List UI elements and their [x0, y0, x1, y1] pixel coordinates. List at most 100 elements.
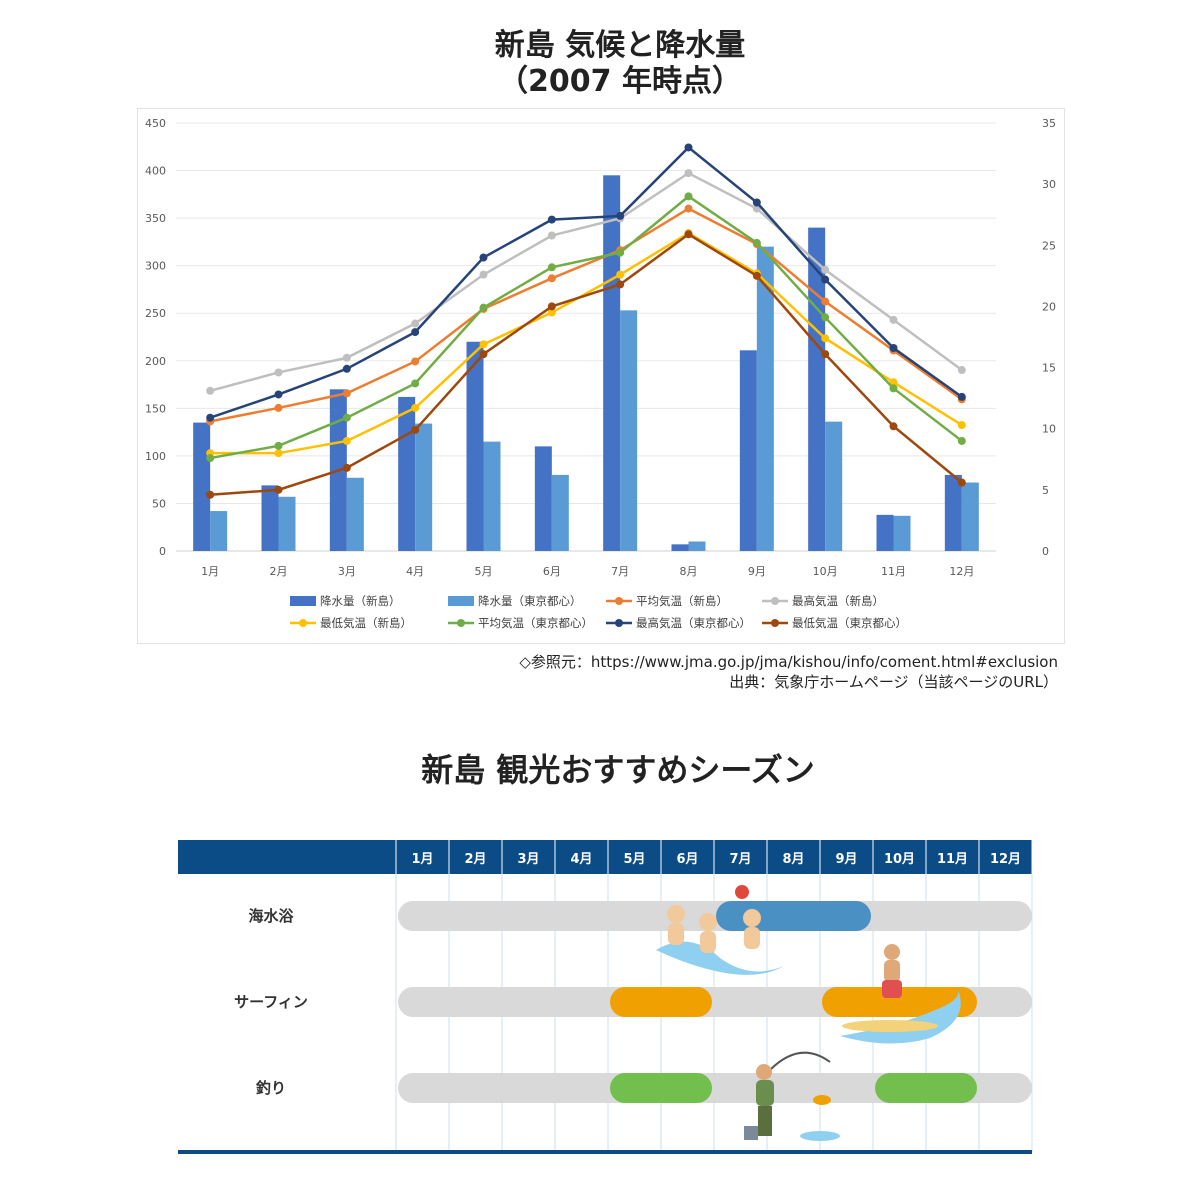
x-tick-label: 7月 [611, 565, 629, 578]
legend-label: 最高気温（東京都心） [636, 616, 751, 630]
fish [813, 1095, 831, 1105]
line-point-4 [479, 253, 488, 262]
line-point-5 [957, 478, 966, 487]
line-point-4 [616, 211, 625, 220]
line-point-2 [547, 308, 556, 317]
line-point-2 [616, 270, 625, 279]
source-url-line: ◇参照元：https://www.jma.go.jp/jma/kishou/in… [519, 653, 1058, 671]
y-right-tick-label: 25 [1042, 239, 1056, 252]
line-point-4 [547, 215, 556, 224]
line-point-1 [684, 169, 693, 178]
season-period-bar [716, 901, 871, 931]
season-period-bar [875, 1073, 977, 1103]
legend-swatch [290, 596, 316, 606]
legend-label: 最低気温（新島） [320, 616, 412, 630]
bar-niijima-precip [193, 422, 211, 551]
line-point-5 [274, 485, 283, 494]
line-point-5 [889, 422, 898, 431]
chart-title-line2: （2007 年時点） [498, 64, 742, 99]
line-point-3 [342, 413, 351, 422]
swimmer-body [700, 931, 716, 953]
source-note: ◇参照元：https://www.jma.go.jp/jma/kishou/in… [519, 652, 1058, 692]
line-point-3 [411, 379, 420, 388]
bar-niijima-precip [466, 341, 484, 551]
climate-chart-svg: 0 50 100 150 200 250 300 350 400 450 0 5 10 15 20 25 30 3… [145, 117, 1056, 630]
legend-swatch-marker [615, 597, 623, 605]
line-point-2 [821, 334, 830, 343]
y-left-tick-label: 300 [145, 260, 166, 273]
legend-label: 降水量（東京都心） [478, 594, 582, 608]
season-header [178, 840, 1032, 874]
line-point-3 [821, 313, 830, 322]
line-point-4 [752, 198, 761, 207]
line-point-0 [547, 274, 556, 283]
swimmer-body [668, 923, 684, 945]
y-right-tick-label: 30 [1042, 178, 1056, 191]
line-point-4 [889, 344, 898, 353]
line-point-0 [342, 389, 351, 398]
y-left-tick-label: 350 [145, 212, 166, 225]
climate-chart: 0 50 100 150 200 250 300 350 400 450 0 5 10 15 20 25 30 3… [137, 108, 1065, 644]
line-series-5 [210, 232, 963, 496]
line-point-4 [342, 364, 351, 373]
y-left-tick-label: 100 [145, 450, 166, 463]
month-header-label: 7月 [729, 852, 751, 867]
line-point-3 [684, 192, 693, 201]
x-tick-label: 8月 [680, 565, 698, 578]
season-title: 新島 観光おすすめシーズン [421, 751, 815, 789]
line-point-1 [274, 368, 283, 377]
line-point-1 [206, 386, 215, 395]
line-point-0 [274, 403, 283, 412]
season-bottom-rule [178, 1150, 1032, 1154]
bar-niijima-precip [739, 350, 757, 551]
bar-tokyo-precip [620, 310, 638, 551]
month-header-label: 5月 [623, 852, 645, 867]
line-point-0 [684, 204, 693, 213]
month-header-label: 11月 [937, 852, 968, 867]
surfer-body [884, 960, 900, 982]
bar-tokyo-precip [551, 474, 569, 551]
line-point-3 [274, 441, 283, 450]
bar-tokyo-precip [346, 477, 364, 551]
line-point-1 [547, 231, 556, 240]
y-left-tick-label: 400 [145, 165, 166, 178]
line-point-0 [821, 297, 830, 306]
bar-niijima-precip [261, 485, 279, 551]
y-left-tick-label: 450 [145, 117, 166, 130]
month-header-label: 6月 [676, 852, 698, 867]
y-left-tick-label: 50 [152, 497, 166, 510]
line-point-3 [752, 238, 761, 247]
angler-illustration [744, 1051, 840, 1141]
bar-niijima-precip [944, 474, 962, 551]
line-point-2 [342, 436, 351, 445]
season-row-label: サーフィン [234, 993, 308, 1011]
chart-title-line1: 新島 気候と降水量 [494, 28, 746, 63]
legend-swatch-marker [299, 619, 307, 627]
bar-niijima-precip [671, 544, 689, 551]
x-tick-label: 1月 [201, 565, 219, 578]
line-series-3 [209, 194, 963, 460]
x-tick-label: 4月 [406, 565, 424, 578]
y-left-tick-label: 200 [145, 355, 166, 368]
month-header-label: 2月 [464, 852, 486, 867]
source-credit-line: 出典：気象庁ホームページ（当該ページのURL） [729, 673, 1058, 691]
bar-tokyo-precip [210, 511, 228, 551]
swimmers-illustration [656, 885, 784, 975]
line-point-3 [616, 248, 625, 257]
bar-tokyo-precip [825, 421, 843, 551]
bar-niijima-precip [876, 514, 894, 551]
beach-ball [735, 885, 749, 899]
y-right-tick-label: 0 [1042, 545, 1049, 558]
legend-label: 平均気温（東京都心） [478, 616, 593, 630]
line-point-5 [821, 350, 830, 359]
fishing-rod [769, 1051, 831, 1071]
line-point-3 [206, 454, 215, 463]
bar-tokyo-precip [961, 482, 979, 551]
line-point-3 [957, 436, 966, 445]
water-splash [800, 1131, 840, 1141]
surfboard [842, 1020, 938, 1032]
x-tick-label: 3月 [338, 565, 356, 578]
bar-tokyo-precip [756, 246, 774, 551]
season-row-label: 海水浴 [248, 907, 294, 925]
legend-swatch-marker [771, 597, 779, 605]
